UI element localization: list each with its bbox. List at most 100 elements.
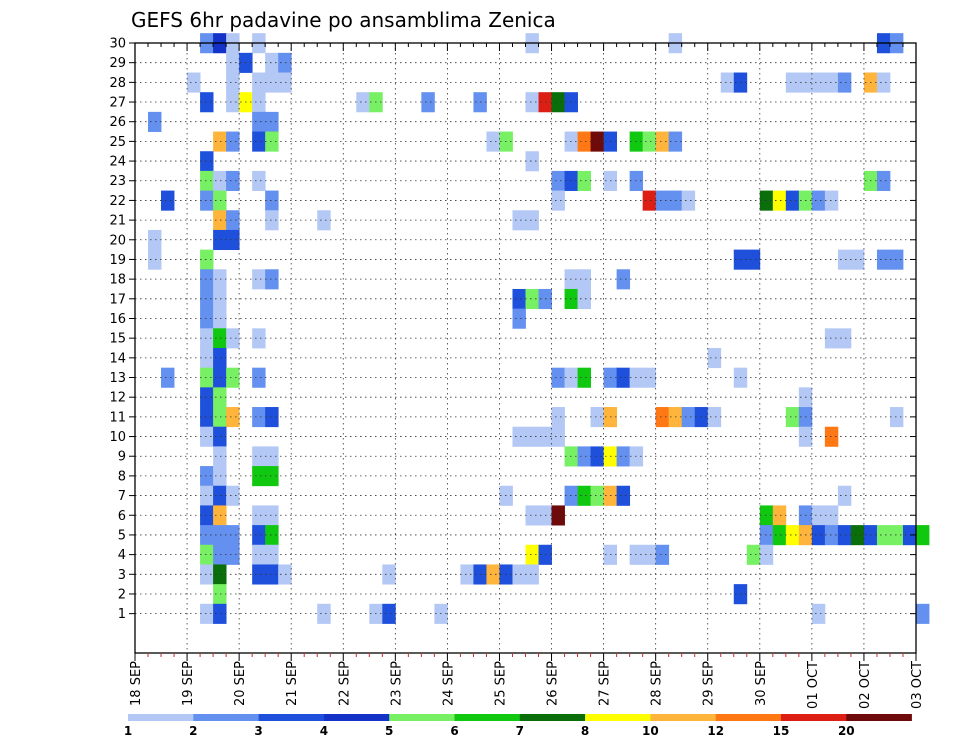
heatmap-cell-m22-s5 (200, 190, 214, 211)
heatmap-cell-m18-s9 (252, 269, 266, 290)
heatmap-cell-m5-s49 (772, 525, 787, 546)
heatmap-cell-m4-s48 (759, 544, 774, 565)
x-tick-label: 02 OCT (858, 661, 873, 709)
heatmap-cell-m22-s6 (213, 190, 227, 211)
y-tick-label: 27 (109, 96, 126, 111)
heatmap-cell-m22-s40 (655, 190, 670, 211)
heatmap-cell-m4-s30 (525, 544, 539, 565)
heatmap-cell-m25-s7 (226, 131, 240, 152)
x-tick-label: 30 SEP (754, 661, 769, 706)
heatmap-cell-m22-s2 (161, 190, 175, 211)
y-tick-label: 7 (118, 489, 126, 504)
heatmap-cell-m19-s47 (746, 249, 761, 270)
colorbar-swatch (258, 714, 325, 721)
y-tick-label: 18 (109, 273, 126, 288)
heatmap-cell-m13-s6 (213, 367, 227, 388)
heatmap-cell-m22-s42 (681, 190, 696, 211)
heatmap-cell-m18-s37 (616, 269, 631, 290)
heatmap-cell-m6-s48 (759, 505, 774, 526)
colorbar-swatch (519, 714, 586, 721)
heatmap-cell-m9-s37 (616, 446, 631, 467)
heatmap-cell-m3-s11 (278, 564, 292, 585)
heatmap-cell-m9-s10 (265, 446, 279, 467)
heatmap-cell-m4-s40 (655, 544, 670, 565)
x-tick-label: 20 SEP (233, 661, 248, 706)
heatmap-cell-m5-s6 (213, 525, 227, 546)
heatmap-cell-m21-s30 (525, 210, 539, 231)
colorbar-label: 15 (773, 724, 790, 738)
heatmap-cell-m3-s27 (486, 564, 500, 585)
heatmap-cell-m9-s34 (577, 446, 591, 467)
heatmap-cell-m1-s14 (317, 603, 331, 624)
heatmap-cell-m22-s10 (265, 190, 279, 211)
heatmap-cell-m15-s53 (824, 328, 839, 349)
y-tick-label: 22 (109, 194, 126, 209)
heatmap-cell-m20-s7 (226, 229, 240, 251)
heatmap-cell-m18-s5 (200, 269, 214, 290)
heatmap-cell-m15-s5 (200, 328, 214, 349)
heatmap-cell-m11-s32 (551, 407, 565, 428)
heatmap-cell-m5-s9 (252, 525, 266, 546)
heatmap-cell-m20-s1 (148, 229, 162, 251)
heatmap-cell-m25-s10 (265, 131, 279, 152)
heatmap-cell-m19-s55 (850, 249, 865, 270)
heatmap-cell-m1-s52 (811, 603, 826, 624)
y-tick-label: 15 (109, 332, 126, 347)
heatmap-cell-m8-s6 (213, 466, 227, 487)
heatmap-cell-m10-s6 (213, 426, 227, 447)
heatmap-cell-m19-s58 (889, 249, 904, 270)
heatmap-cell-m4-s7 (226, 544, 240, 565)
heatmap-cell-m10-s30 (525, 426, 539, 447)
x-tick-label: 18 SEP (129, 661, 144, 706)
heatmap-cell-m13-s2 (161, 367, 175, 388)
heatmap-cell-m11-s40 (655, 407, 670, 428)
heatmap-cell-m28-s7 (226, 72, 240, 93)
heatmap-cell-m6-s49 (772, 505, 787, 526)
heatmap-cell-m27-s32 (551, 92, 565, 113)
heatmap-cell-m3-s19 (382, 564, 396, 585)
heatmap-cell-m13-s7 (226, 367, 240, 388)
heatmap-cell-m28-s10 (265, 72, 279, 93)
heatmap-cell-m5-s10 (265, 525, 279, 546)
heatmap-cell-m17-s6 (213, 288, 227, 310)
heatmap-cell-m11-s42 (681, 407, 696, 428)
heatmap-cell-m7-s54 (837, 485, 852, 506)
heatmap-cell-m11-s5 (200, 407, 214, 428)
heatmap-cell-m4-s39 (642, 544, 657, 565)
y-tick-label: 30 (109, 37, 126, 52)
heatmap-cell-m13-s9 (252, 367, 266, 388)
heatmap-cell-m10-s29 (512, 426, 526, 447)
colorbar-label: 1 (124, 724, 132, 738)
heatmap-cell-m23-s32 (551, 170, 565, 191)
y-tick-label: 19 (109, 253, 126, 268)
x-tick-label: 26 SEP (546, 661, 561, 706)
colorbar-swatch (454, 714, 521, 721)
heatmap-cell-m11-s10 (265, 407, 279, 428)
heatmap-cell-m13-s34 (577, 367, 591, 388)
heatmap-cell-m15-s7 (226, 328, 240, 349)
heatmap-cell-m5-s58 (889, 525, 904, 546)
heatmap-cell-m13-s32 (551, 367, 565, 388)
y-tick-label: 10 (109, 430, 126, 445)
heatmap-cell-m11-s58 (889, 407, 904, 428)
y-tick-label: 14 (109, 351, 126, 366)
heatmap-cell-m6-s30 (525, 505, 539, 526)
heatmap-cell-m17-s34 (577, 288, 591, 310)
y-tick-label: 25 (109, 135, 126, 150)
heatmap-cell-m5-s57 (876, 525, 891, 546)
heatmap-cell-m16-s29 (512, 308, 526, 329)
heatmap-cell-m26-s9 (252, 111, 266, 132)
heatmap-cell-m21-s10 (265, 210, 279, 231)
y-tick-label: 9 (118, 450, 126, 465)
x-tick-label: 27 SEP (598, 661, 613, 706)
colorbar-swatch (846, 714, 912, 721)
heatmap-cell-m22-s53 (824, 190, 839, 211)
colorbar-label: 12 (707, 724, 724, 738)
grid-lines (135, 42, 916, 653)
heatmap-cell-m29-s10 (265, 52, 279, 73)
heatmap-cell-m18-s34 (577, 269, 591, 290)
chart-title: GEFS 6hr padavine po ansamblima Zenica (131, 8, 556, 32)
y-tick-label: 24 (109, 155, 126, 170)
heatmap-cell-m21-s6 (213, 210, 227, 231)
